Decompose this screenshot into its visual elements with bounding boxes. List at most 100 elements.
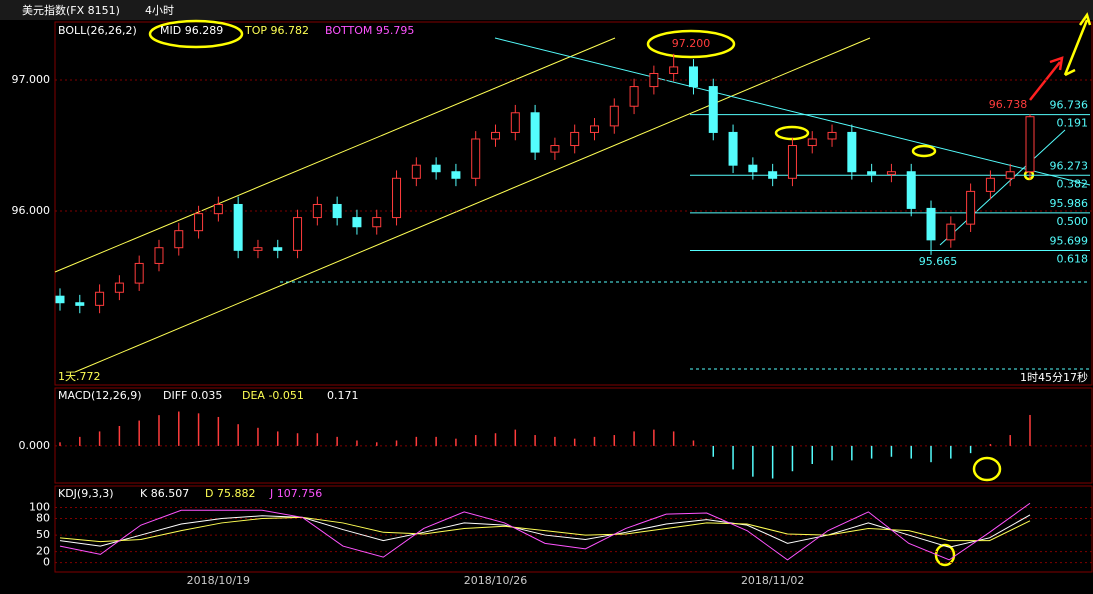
fib-price: 95.986 [1050,197,1089,210]
candle-body [233,203,243,251]
fib-price: 95.699 [1050,234,1089,247]
candle-body [629,86,639,107]
up-trend [939,129,1066,246]
candle-body [114,282,124,293]
candle-body [332,203,342,219]
candle-body [827,131,837,140]
y-tick-label: 97.000 [12,73,51,86]
candle-body [253,247,263,251]
candle-body [1005,171,1015,179]
x-tick-label: 2018/10/19 [187,574,250,587]
highlight [646,29,736,59]
candle-body [530,112,540,153]
candle-body [708,86,718,133]
indicator-line [59,514,1031,548]
candle-body [174,230,184,249]
down-trend [494,37,1091,186]
fib-ratio: 0.618 [1057,252,1089,265]
macd-frame [54,387,1093,484]
candle-body [649,72,659,88]
candle-body [55,295,65,304]
candle-body [431,164,441,173]
candle-body [75,302,85,306]
legend-entry: K 86.507 [140,487,189,500]
x-tick-label: 2018/11/02 [741,574,804,587]
candle-body [411,164,421,179]
y-tick-label: 20 [36,545,50,558]
y-tick-label: 80 [36,512,50,525]
candle-body [273,247,283,251]
cyan-lines [280,37,1091,370]
corner-label: 1天.772 [58,370,101,383]
last-high-label: 96.738 [989,98,1028,111]
candle-body [213,203,223,215]
candle-body [372,217,382,228]
arrow [1063,12,1092,77]
fib-price: 96.273 [1050,159,1089,172]
panel-frames [54,21,1093,573]
candle-body [886,171,896,175]
macd-value: 0.171 [327,389,359,402]
high-label: 97.200 [672,37,711,50]
candle-body [570,131,580,147]
legend-entry: D 75.882 [205,487,255,500]
candle-body [352,217,362,228]
candle-body [550,145,560,153]
y-tick-label: 96.000 [12,204,51,217]
trend-lines [54,37,871,373]
candle-body [787,145,797,179]
candle-body [154,247,164,264]
indicator-line [59,516,1031,543]
highlight [148,19,244,49]
candle-body [510,112,520,133]
candle-body [134,262,144,284]
candle-body [926,207,936,241]
fib-ratio: 0.500 [1057,215,1089,228]
candle-body [293,217,303,251]
candle-body [847,131,857,173]
main-frame [54,21,1093,386]
candle-body [748,164,758,173]
kdj-frame [54,485,1093,573]
channel-bottom [74,37,871,373]
boll-top: TOP 96.782 [244,24,309,37]
y-tick-label: 0 [43,556,50,569]
boll-mid: MID 96.289 [160,24,223,37]
candle-body [946,223,956,241]
low-label: 95.665 [919,255,958,268]
period[interactable]: 4小时 [145,4,174,17]
kdj-label: KDJ(9,3,3) [58,487,114,500]
highlights [148,12,1092,567]
candle-body [807,138,817,147]
candle-body [451,171,461,179]
macd-label: MACD(12,26,9) [58,389,142,402]
candle-body [609,105,619,127]
candle-body [688,66,698,88]
candle-body [589,125,599,133]
candle-body [669,66,679,74]
channel-top [54,37,616,273]
legend-entry: J 107.756 [269,487,322,500]
fib-price: 96.736 [1050,99,1089,112]
candle-body [867,171,877,175]
highlight [911,144,937,158]
candle-body [966,190,976,225]
candle-body [95,291,105,306]
macd-diff: DIFF 0.035 [163,389,222,402]
fib-ratio: 0.382 [1057,177,1089,190]
candle-body [1025,116,1035,173]
highlight [972,456,1002,482]
candle-body [312,203,322,219]
candle-body [728,131,738,166]
macd-dea: DEA -0.051 [242,389,304,402]
candle-body [194,213,204,232]
candle-body [491,131,501,140]
boll-bottom: BOTTOM 95.795 [325,24,414,37]
candle-body [985,177,995,192]
candle-body [471,138,481,179]
header-bar [0,0,1093,20]
red-arrow [1029,56,1064,101]
symbol-title[interactable]: 美元指数(FX 8151) [22,3,120,17]
